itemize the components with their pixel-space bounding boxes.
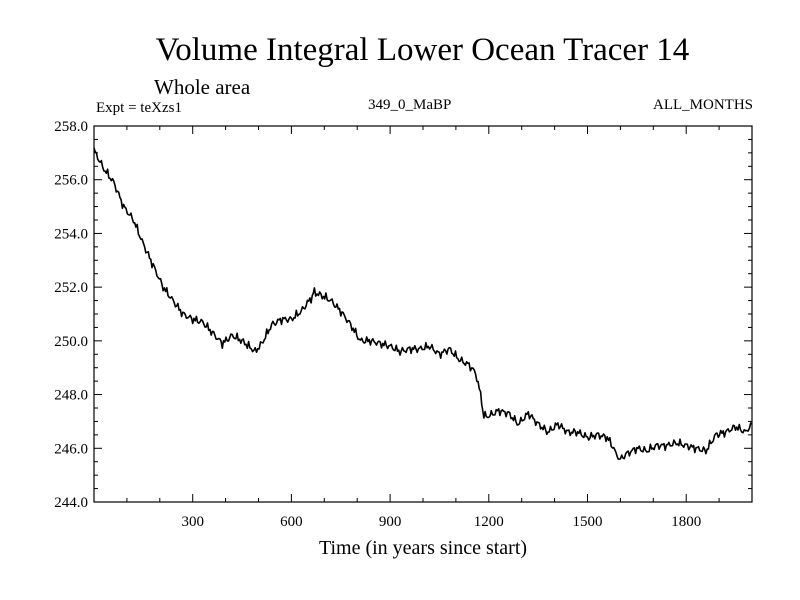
plot-frame <box>93 125 753 503</box>
y-tick-label: 250.0 <box>54 334 88 350</box>
series-group <box>93 147 753 460</box>
x-tick-label: 600 <box>280 514 303 530</box>
chart-subtitle: Whole area <box>154 75 251 99</box>
axis-tick-labels: 244.0 246.0 248.0 250.0 252.0 254.0 256.0 258.0… <box>54 119 701 530</box>
months-label: ALL_MONTHS <box>653 97 753 113</box>
y-tick-label: 256.0 <box>54 173 88 189</box>
x-tick-label: 300 <box>181 514 204 530</box>
y-tick-label: 248.0 <box>54 388 88 404</box>
x-tick-label: 1800 <box>671 514 701 530</box>
x-axis-label: Time (in years since start) <box>318 537 528 559</box>
data-series-line <box>93 147 753 460</box>
x-tick-label: 900 <box>379 514 402 530</box>
experiment-label: Expt = teXzs1 <box>96 100 182 116</box>
y-tick-label: 246.0 <box>54 441 88 457</box>
y-tick-label: 254.0 <box>54 226 88 242</box>
chart-title: Volume Integral Lower Ocean Tracer 14 <box>155 32 690 68</box>
y-tick-label: 244.0 <box>54 495 88 511</box>
x-tick-label: 1200 <box>474 514 504 530</box>
y-tick-label: 252.0 <box>54 280 88 296</box>
x-tick-label: 1500 <box>573 514 603 530</box>
y-tick-label: 258.0 <box>54 119 88 135</box>
axis-ticks <box>94 125 752 503</box>
period-label: 349_0_MaBP <box>368 97 452 113</box>
